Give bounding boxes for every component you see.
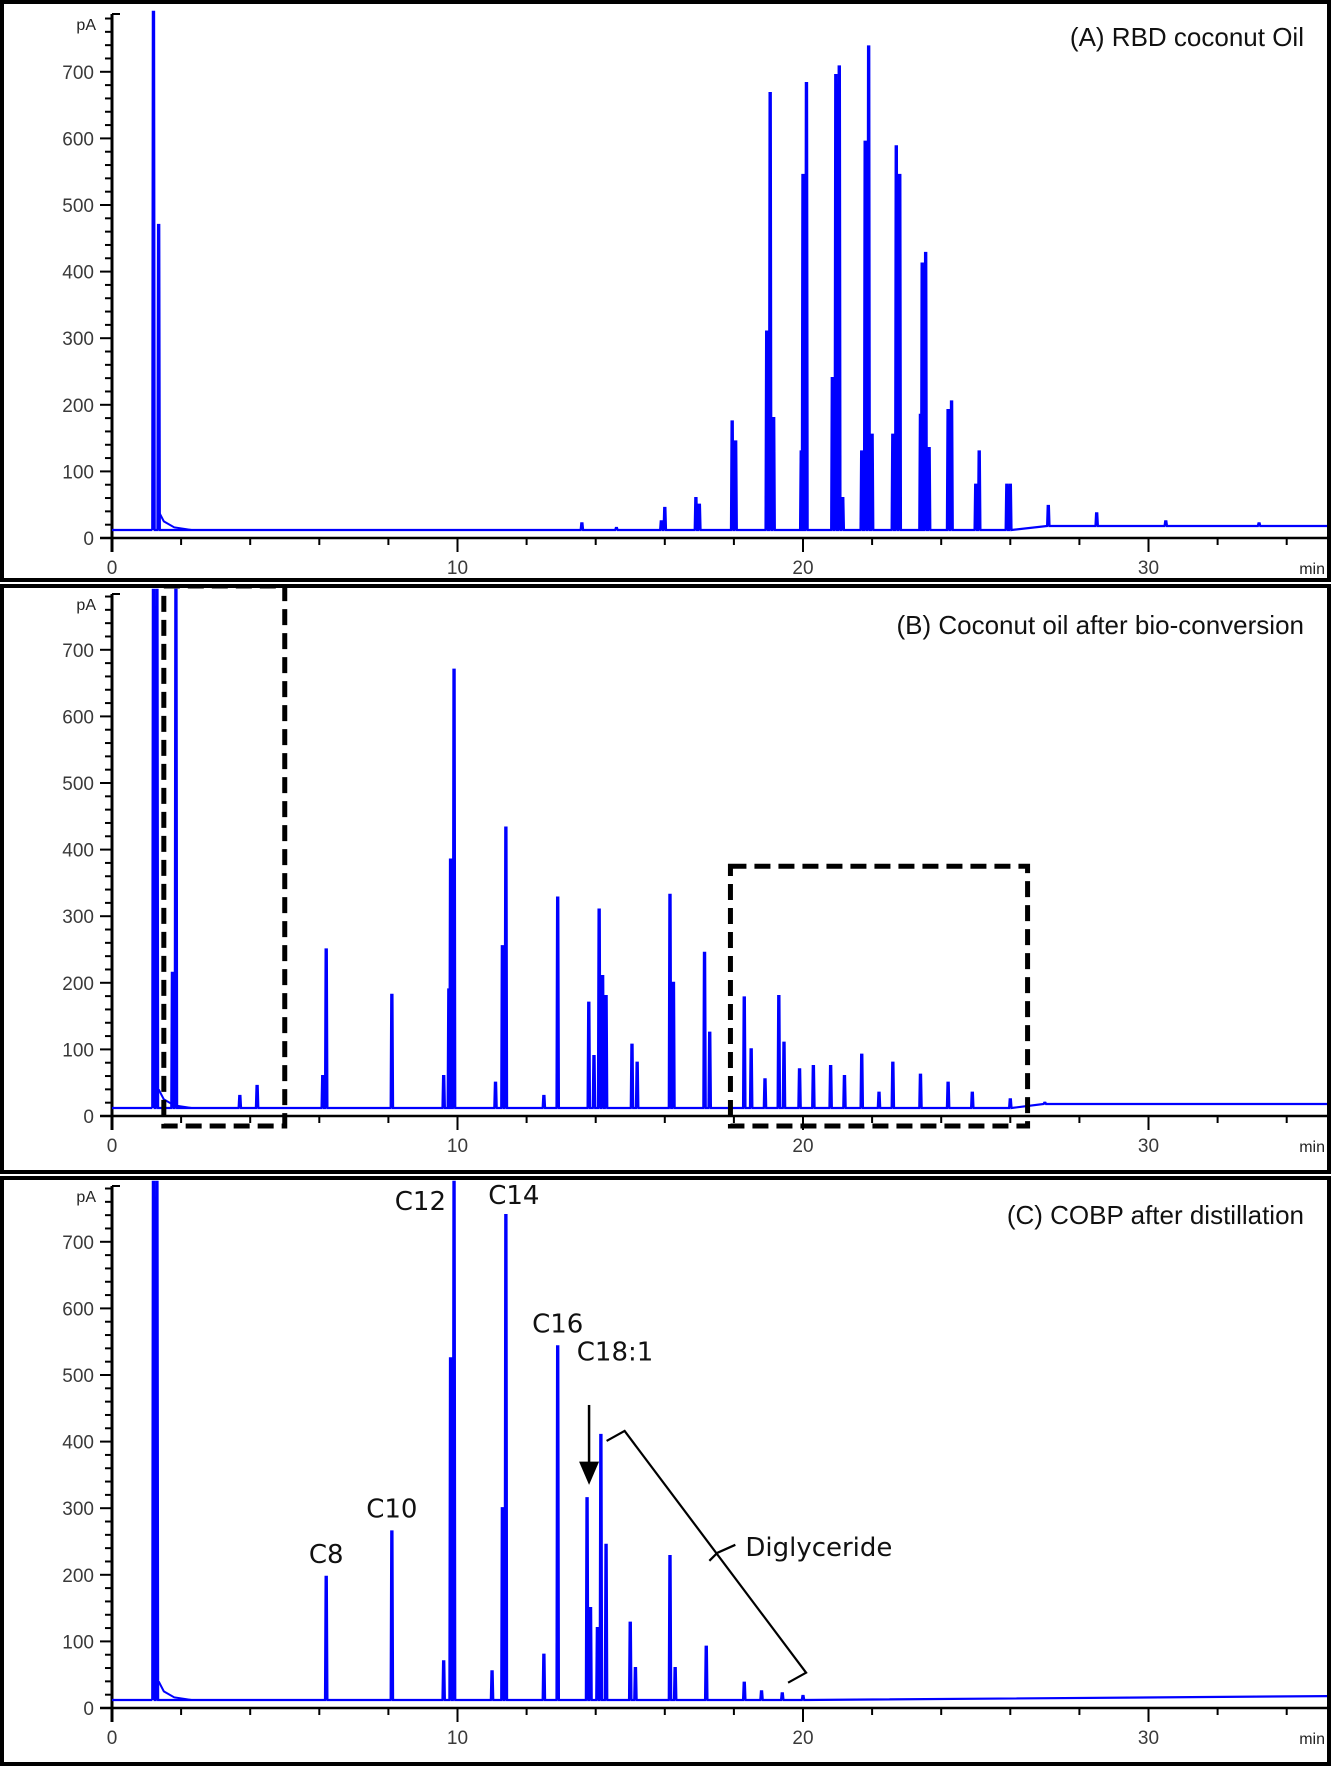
y-tick-label: 500 [62, 196, 94, 217]
diglyceride-bracket [606, 1429, 808, 1684]
x-tick-label: 0 [107, 558, 118, 578]
y-tick-label: 200 [62, 1566, 94, 1587]
chromatogram-a: (A) RBD coconut Oil 01002003004005006007… [62, 10, 1327, 578]
y-tick-label: 300 [62, 907, 94, 928]
y-tick-label: 700 [62, 63, 94, 84]
arrow-down-icon [579, 1461, 600, 1485]
y-tick-label: 400 [62, 263, 94, 284]
x-tick-label: 0 [107, 1136, 118, 1157]
y-tick-label: 600 [62, 707, 94, 728]
axes: 0 100 200 300 400 500 600 700 pA 0 10 20 30 min [62, 1185, 1327, 1749]
peak-label-c8: C8 [309, 1540, 344, 1570]
y-tick-label: 700 [62, 1233, 94, 1254]
dashed-highlight-box [727, 863, 1031, 1129]
peak-label-c14: C14 [488, 1181, 539, 1211]
y-tick-label: 100 [62, 1632, 94, 1653]
x-tick-label: 10 [447, 558, 468, 578]
x-tick-label: 20 [792, 558, 813, 578]
panel-title: (B) Coconut oil after bio-conversion [896, 610, 1304, 640]
solvent-tail [157, 1088, 192, 1109]
chromatogram-trace [112, 10, 1327, 532]
x-tick-label: 10 [447, 1136, 468, 1157]
y-tick-label: 500 [62, 774, 94, 795]
trace-group [112, 588, 1327, 1110]
x-tick-label: 30 [1138, 558, 1159, 578]
x-unit-label: min [1299, 1731, 1325, 1748]
y-tick-label: 100 [62, 1040, 94, 1061]
x-tick-label: 30 [1138, 1728, 1159, 1749]
y-unit-label: pA [76, 1189, 96, 1206]
chromatogram-b: (B) Coconut oil after bio-conversion 0 10… [62, 588, 1327, 1157]
dashed-highlight-box [161, 588, 288, 1129]
x-unit-label: min [1299, 1139, 1325, 1156]
x-tick-label: 30 [1138, 1136, 1159, 1157]
y-tick-label: 600 [62, 129, 94, 150]
peak-label-c18-1: C18:1 [577, 1337, 654, 1367]
solvent-tail [157, 510, 192, 531]
y-tick-label: 700 [62, 641, 94, 662]
chromatogram-trace [112, 588, 1327, 1110]
y-tick-label: 400 [62, 841, 94, 862]
x-tick-label: 20 [792, 1728, 813, 1749]
trace-group [112, 10, 1327, 532]
trace-group [112, 1180, 1327, 1702]
y-tick-label: 300 [62, 1499, 94, 1520]
panel-c: (C) COBP after distillation 0 100 200 300 40… [0, 1176, 1331, 1766]
y-tick-label: 200 [62, 396, 94, 417]
y-tick-label: 100 [62, 462, 94, 483]
x-tick-label: 20 [792, 1136, 813, 1157]
y-unit-label: pA [76, 597, 96, 614]
solvent-tail [157, 1680, 192, 1701]
diglyceride-label: Diglyceride [745, 1533, 892, 1563]
y-unit-label: pA [76, 17, 96, 34]
y-tick-label: 0 [83, 529, 94, 550]
x-tick-label: 0 [107, 1728, 118, 1749]
peak-label-c10: C10 [366, 1495, 417, 1525]
y-tick-label: 200 [62, 974, 94, 995]
y-tick-label: 600 [62, 1299, 94, 1320]
y-tick-label: 0 [83, 1699, 94, 1720]
y-tick-label: 500 [62, 1366, 94, 1387]
diglyceride-bracket-tip [708, 1543, 736, 1562]
panel-title: (A) RBD coconut Oil [1070, 22, 1304, 52]
peak-label-c16: C16 [532, 1309, 583, 1339]
x-unit-label: min [1299, 561, 1325, 578]
chromatogram-trace [112, 1180, 1327, 1702]
chromatogram-c: (C) COBP after distillation 010020030040… [62, 1180, 1327, 1749]
panel-a: (A) RBD coconut Oil 0 100 200 300 400 500 600 7… [0, 0, 1331, 582]
y-tick-label: 400 [62, 1433, 94, 1454]
peak-label-c12: C12 [395, 1187, 446, 1217]
panel-b: (B) Coconut oil after bio-conversion 0 10… [0, 584, 1331, 1174]
axes: 0 100 200 300 400 500 600 700 pA 0 10 20 30 min [62, 13, 1327, 578]
axes: 0 100 200 300 400 500 600 700 pA 0 10 20 30 min [62, 593, 1327, 1157]
y-tick-label: 300 [62, 329, 94, 350]
panel-title: (C) COBP after distillation [1007, 1200, 1304, 1230]
y-tick-label: 0 [83, 1107, 94, 1128]
x-tick-label: 10 [447, 1728, 468, 1749]
